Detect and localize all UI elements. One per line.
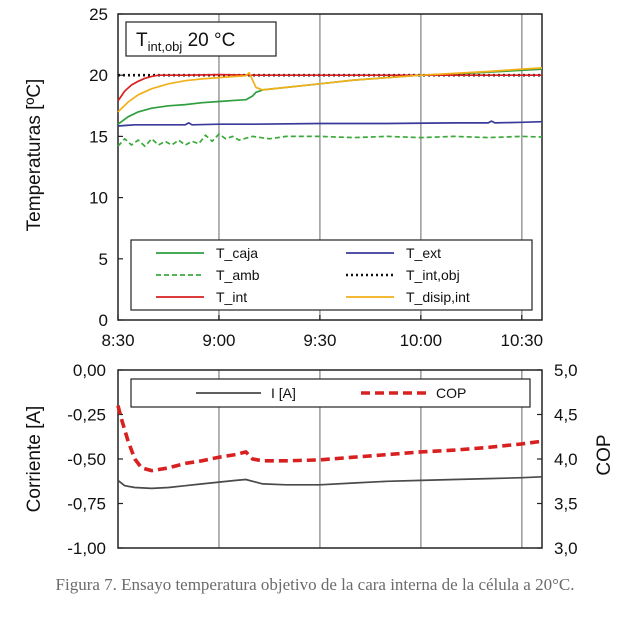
series-line-t-ext [117, 120, 543, 127]
legend-label-i-a: I [A] [271, 385, 296, 401]
x-tick-label: 10:00 [400, 331, 443, 350]
y-right-tick-label: 4,0 [554, 450, 578, 469]
y-right-tick-label: 4,5 [554, 406, 578, 425]
y-left-axis-label: Corriente [A] [24, 406, 45, 513]
figure-caption: Figura 7. Ensayo temperatura objetivo de… [55, 575, 575, 594]
legend-label-t-int-obj: T_int,obj [406, 267, 460, 283]
y-left-tick-label: -0,50 [67, 450, 106, 469]
series-line-t-int [117, 73, 542, 102]
y-tick-label: 20 [89, 66, 108, 85]
x-tick-label: 8:30 [101, 331, 134, 350]
legend-box [130, 239, 533, 311]
y-right-axis-label: COP [594, 434, 615, 475]
y-left-tick-label: -1,00 [67, 539, 106, 558]
current-cop-chart: 0,00 -0,25 -0,50 -0,75 -1,00 5,0 4,5 4,0 3,5 3,0 C… [24, 361, 615, 558]
legend-box [130, 378, 531, 408]
y-left-tick-label: 0,00 [73, 361, 106, 380]
y-tick-label: 0 [99, 311, 108, 330]
y-tick-label: 5 [99, 250, 108, 269]
y-tick-label: 10 [89, 189, 108, 208]
y-left-tick-label: -0,25 [67, 406, 106, 425]
y-right-tick-label: 5,0 [554, 361, 578, 380]
series-line-cop [116, 405, 543, 473]
figure-canvas: 0 5 10 15 20 25 8:30 9:00 9:30 10:00 10:30 Temperat… [24, 5, 615, 558]
legend-label-cop: COP [436, 385, 466, 401]
series-line-t-amb [117, 133, 543, 148]
y-right-tick-label: 3,0 [554, 539, 578, 558]
annotation-box [125, 21, 277, 57]
y-tick-label: 15 [89, 127, 108, 146]
y-axis-label: Temperaturas [ºC] [24, 79, 45, 232]
annotation-text: Tint,obj 20 °C [136, 30, 235, 54]
legend-label-t-disip-int: T_disip,int [406, 289, 470, 305]
series-line-i-a [117, 475, 543, 490]
legend-label-t-amb: T_amb [216, 267, 260, 283]
y-left-tick-label: -0,75 [67, 495, 106, 514]
legend-label-t-int: T_int [216, 289, 247, 305]
legend-label-t-caja: T_caja [216, 245, 258, 261]
x-tick-label: 9:30 [303, 331, 336, 350]
legend-label-t-ext: T_ext [406, 245, 441, 261]
temperature-chart: 0 5 10 15 20 25 8:30 9:00 9:30 10:00 10:30 Temperat… [24, 5, 543, 350]
x-tick-label: 10:30 [501, 331, 544, 350]
x-tick-label: 9:00 [202, 331, 235, 350]
plot-frame [117, 13, 543, 321]
y-right-tick-label: 3,5 [554, 495, 578, 514]
series-line-t-disip-int [117, 67, 543, 113]
y-tick-label: 25 [89, 5, 108, 24]
